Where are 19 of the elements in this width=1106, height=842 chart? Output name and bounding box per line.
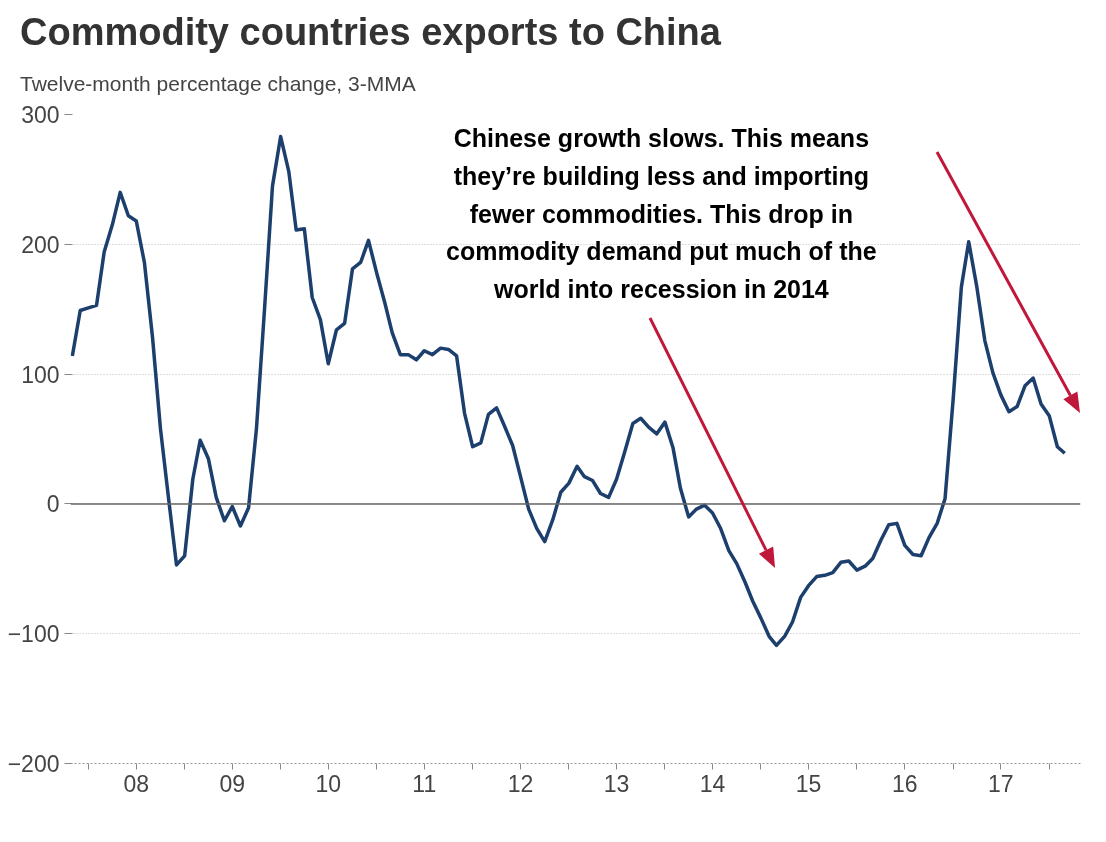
x-tick-label: 09: [219, 770, 246, 797]
y-tick-label: −100: [7, 621, 60, 648]
x-tick-label: 11: [412, 770, 437, 797]
x-tick-label: 17: [988, 770, 1014, 797]
annotation: Chinese growth slows. This means they’re building less and importing fewer commodities. This drop in commodity demand put much of the world into recession in 2014: [446, 124, 877, 304]
x-tick-label: 15: [795, 770, 822, 797]
chart-title: Commodity countries exports to China: [20, 10, 721, 55]
x-tick-label: 12: [507, 770, 534, 797]
chart-subtitle: Twelve-month percentage change, 3-MMA: [20, 71, 416, 98]
x-tick-label: 14: [699, 770, 726, 797]
y-tick-label: 200: [21, 232, 60, 259]
x-tick-label: 08: [123, 770, 150, 797]
y-tick-label: 100: [21, 361, 60, 388]
y-tick-label: 300: [21, 102, 60, 129]
x-tick-label: 10: [315, 770, 342, 797]
x-tick-label: 13: [603, 770, 630, 797]
y-tick-label: 0: [46, 491, 60, 518]
y-tick-label: −200: [7, 751, 60, 778]
x-tick-label: 16: [892, 770, 918, 797]
